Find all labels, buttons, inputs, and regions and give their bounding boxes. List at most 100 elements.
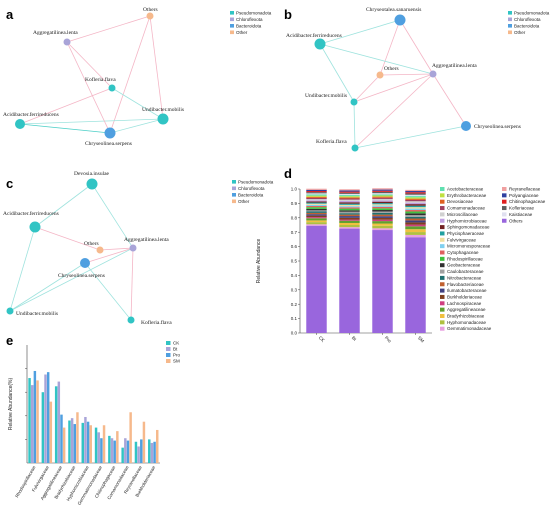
ytick-label: 0.4 [291,273,298,278]
bar-segment-kofleriaceae-pro [372,191,393,194]
panel-label-a: a [6,7,14,22]
bar-segment-acetobacteraceae-bt [339,195,360,197]
bar-segment-bradyrhizobiaceae-pro [372,223,393,226]
legend-label-others: Others [509,218,523,223]
legend-label-caulobacteraceae: Caulobacteraceae [447,269,484,274]
bar-segment-flavobacteriaceae-sm [405,218,426,221]
edge-others-aggregatilinea-lenta [99,247,134,251]
bar-segment-kaistiaceae-sm [405,194,426,197]
node-label-devosia-insulae: Devosia.insulae [74,171,110,177]
panel-label-e: e [6,333,13,348]
bar-segment-sphingomonadaceae-bt [339,202,360,204]
legend-swatch-chloroflexota [508,17,512,22]
edge-devosia-insulae-acidibacter-ferrireducens [34,183,93,228]
edge-chryseolinea-serpens-undibacter-mobilis [109,118,164,134]
bar-segment-burkholderiaceae-pro [372,217,393,220]
bar-segment-micromonosporaceae-bt [339,206,360,208]
bar-ck-rhodospirillaceae [28,378,31,463]
legend-swatch-gemmatimonadaceae [440,326,445,331]
edge-others-chryseolinea-serpens [109,15,151,134]
legend-swatch-sm [166,359,171,363]
bar-segment-kaistiaceae-pro [372,193,393,195]
node-label-kofleria-flava: Kofleria.flava [141,319,172,326]
bar-segment-devosiaceae-sm [405,198,426,200]
bar-sm-gemmatimonadaceae [102,425,106,463]
legend-swatch-fulvivirgaceae [440,237,445,242]
bar-segment-rhodospirillaceae-sm [405,211,426,214]
bar-sm-hyphomicrobiaceae [89,425,92,463]
bar-segment-devosiaceae-ck [306,196,327,198]
legend-label-fulvivirgaceae: Fulvivirgaceae [447,237,477,242]
legend-swatch-cytophagaceae [440,250,445,255]
node-label-aggregatilinea-lenta: Aggregatilinea.lenta [33,30,78,36]
bar-segment-fulvivirgaceae-pro [372,204,393,206]
legend-swatch-devosiaceae [440,199,445,204]
legend-swatch-acetobacteraceae [440,187,445,191]
bar-segment-cytophagaceae-sm [405,210,426,212]
edge-others-undibacter-mobilis [353,74,381,103]
legend-label-hyphomonadaceae: Hyphomonadaceae [447,320,487,325]
bar-segment-erythrobacteraceae-bt [339,196,360,198]
legend-label-burkholderiaceae: Burkholderiaceae [447,294,483,299]
legend-swatch-reyranellaceae [502,187,507,191]
bar-segment-hyphomonadaceae-bt [339,225,360,228]
legend-label-bacteroidota: Bacteroidota [238,193,264,198]
node-aggregatilinea-lenta [429,70,437,78]
edge-undibacter-mobilis-aggregatilinea-lenta [9,247,134,312]
node-others [146,12,154,20]
edge-chryseotalea-sanaruensis-aggregatilinea-lenta [399,19,434,75]
bar-segment-micromonosporaceae-pro [372,205,393,207]
bar-sm-chitinophagaceae [116,431,119,463]
legend-label-other: Other [236,30,248,35]
legend-swatch-kaistiaceae [502,212,507,217]
bar-segment-polyangiaceae-pro [372,189,393,191]
bar-segment-kaistiaceae-ck [306,193,327,195]
edge-others-aggregatilinea-lenta [379,73,434,76]
node-label-acidibacter-ferrireducens: Acidibacter.ferrireducens [3,111,59,118]
bar-segment-others-sm [405,237,426,333]
node-others [96,246,104,254]
bar-segment-sphingomonadaceae-ck [306,201,327,203]
ytick-label: 0.2 [291,302,298,307]
bar-ck-fulvivirgaceae [41,392,45,463]
legend-label-reyranellaceae: Reyranellaceae [509,187,541,192]
legend-swatch-erythrobacteraceae [440,193,445,198]
edge-kofleria-flava-undibacter-mobilis [111,87,164,120]
bar-segment-gemmatimonadaceae-sm [405,234,426,238]
bar-sm-bradyrhizobiaceae [76,412,79,463]
bar-segment-others-ck [306,225,327,333]
bar-segment-kofleriaceae-sm [405,193,426,195]
xtick-label-pro: Pro [384,335,393,344]
bar-pro-hyphomicrobiaceae [86,421,90,463]
legend-swatch-micromonosporaceae [440,244,445,249]
bar-segment-lachnospiraceae-sm [405,224,426,227]
node-acidibacter-ferrireducens [314,38,326,50]
node-acidibacter-ferrireducens [29,221,41,233]
legend-label-acetobacteraceae: Acetobacteraceae [447,187,484,192]
legend-label-nitrobacteraceae: Nitrobacteraceae [447,275,482,280]
bar-segment-kaistiaceae-bt [339,193,360,196]
node-kofleria-flava [108,84,116,92]
ytick-label: 0.8 [291,215,298,220]
bar-segment-hyphomicrobiaceae-ck [306,200,327,202]
bar-segment-fulvivirgaceae-bt [339,204,360,207]
bar-ck-burkholderiaceae [148,439,151,463]
bar-segment-burkholderiaceae-bt [339,217,360,220]
bar-segment-geobacteraceae-pro [372,210,393,212]
bar-segment-rhodospirillaceae-bt [339,208,360,211]
node-others [376,71,384,79]
xtick-label-ck: CK [318,335,326,343]
legend-swatch-comamonadaceae [440,206,445,211]
stacked-bar-chart-d: 0.0 0.1 0.2 0.3 0.4 0.5 0.6 0.7 0.8 0.9 1.0 Relativ… [256,187,546,345]
bar-pro-rhodospirillaceae [33,370,37,463]
bar-segment-nitrobacteraceae-ck [306,211,327,213]
bar-sm-aggregatilineaceae [62,427,66,463]
bar-sm-burkholderiaceae [156,429,159,463]
ytick-label: 0.0 [291,331,298,336]
ytick-label: 0.1 [291,316,298,321]
legend-label-other: Other [514,30,526,35]
legend-label-bradyrhizobiaceae: Bradyrhizobiaceae [447,314,485,319]
legend-swatch-caulobacteraceae [440,269,445,274]
xtick-label-rhodospirillaceae: Rhodospirillaceae [14,465,36,499]
bar-segment-erythrobacteraceae-ck [306,195,327,197]
